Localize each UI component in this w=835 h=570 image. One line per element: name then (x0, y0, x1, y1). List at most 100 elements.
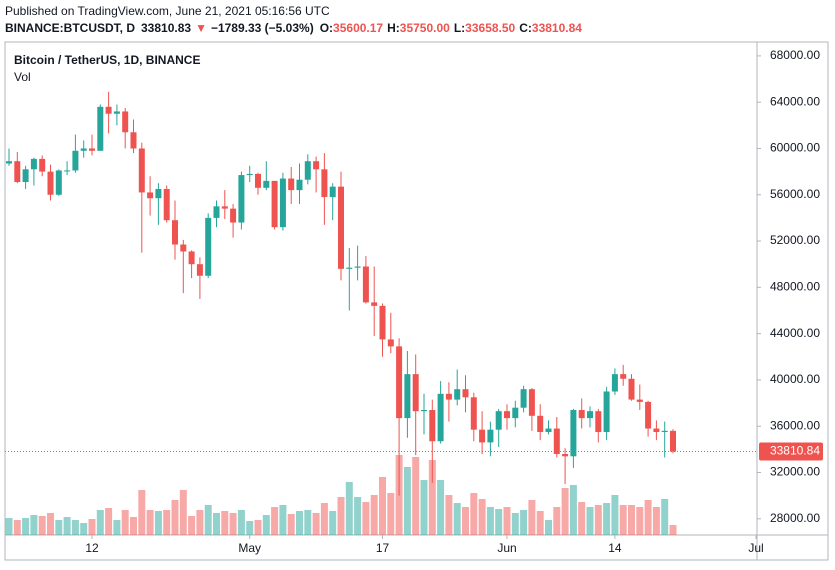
candle-body (354, 266, 361, 268)
volume-bar (312, 513, 320, 535)
candle-body (620, 374, 627, 379)
volume-bar (628, 505, 635, 535)
chart-title: Bitcoin / TetherUS, 1D, BINANCE (14, 53, 200, 67)
candle-body (205, 217, 212, 276)
volume-bar (130, 517, 137, 535)
candle-body (163, 188, 170, 221)
symbol: BINANCE:BTCUSDT, D 33810.83 ▼ −1789.33 (−5.… (5, 21, 582, 35)
volume-bar (354, 497, 362, 535)
candle-body (645, 401, 652, 429)
volume-bar (163, 510, 171, 535)
volume-bar (428, 460, 436, 535)
frame (4, 41, 829, 561)
candle-body (296, 179, 303, 191)
candle-body (520, 389, 527, 408)
candle-body (578, 410, 585, 419)
c-value: 33810.84 (532, 21, 582, 35)
volume-bar (30, 515, 38, 535)
c-label: C: (519, 21, 532, 35)
candle-body (72, 150, 79, 171)
candle-body (221, 206, 228, 209)
volume-bar (229, 513, 237, 535)
volume-bar (296, 511, 303, 535)
volume-bar (146, 510, 154, 535)
y-tick-label: 60000.00 (770, 141, 820, 155)
candle-body (147, 192, 154, 199)
volume-bar (445, 495, 453, 535)
volume-bar (337, 497, 345, 535)
candle-body (346, 267, 353, 269)
candle-body (429, 410, 436, 442)
y-tick-label: 28000.00 (770, 511, 820, 525)
volume-bar (221, 511, 229, 535)
x-tick-label: 14 (608, 541, 622, 555)
candle-body (188, 251, 195, 265)
candle-body (379, 305, 386, 340)
last-price-label: 33810.84 (770, 444, 820, 458)
candle-body (130, 132, 137, 149)
o-label: O: (320, 21, 333, 35)
volume-bar (370, 495, 378, 535)
volume-bar (412, 457, 420, 535)
h-value: 35750.00 (400, 21, 450, 35)
volume-bar (171, 500, 179, 535)
candle-body (105, 106, 112, 114)
volume-bar (611, 495, 619, 535)
volume-bar (561, 488, 569, 535)
y-tick-label: 52000.00 (770, 233, 820, 247)
volume-bar (636, 507, 644, 535)
candle-body (338, 186, 344, 269)
volume-bar (279, 505, 287, 535)
volume-bar (47, 513, 54, 535)
candle-body (553, 428, 560, 454)
candle-body (97, 106, 104, 151)
volume-bar (661, 499, 669, 535)
volume-bar (520, 510, 528, 535)
candle-body (437, 393, 444, 442)
candle-body (362, 266, 369, 303)
candle-body (80, 148, 87, 151)
candle-body (279, 178, 286, 228)
volume-bar (121, 510, 129, 535)
candle-body (196, 264, 203, 276)
candle-body (528, 389, 535, 416)
volume-bar (113, 520, 121, 535)
price: 33810.83 (141, 21, 191, 35)
volume-bar (254, 520, 262, 535)
y-tick-label: 36000.00 (770, 418, 820, 432)
volume-bar (387, 493, 395, 535)
volume-bar (478, 499, 486, 535)
volume-bar (88, 519, 96, 535)
volume-bar (138, 490, 146, 535)
candle-body (14, 161, 21, 183)
volume-bar (403, 467, 411, 535)
candle-body (603, 391, 610, 433)
volume-bar (71, 520, 79, 535)
volume-bar (287, 514, 295, 535)
volume-bar (320, 503, 328, 535)
volume-bar (511, 513, 519, 535)
candle-body (213, 206, 220, 218)
o-value: 35600.17 (333, 21, 383, 35)
y-tick-label: 56000.00 (770, 187, 820, 201)
x-tick-label: Jul (748, 541, 763, 555)
candle-body (545, 428, 552, 433)
volume-bar (578, 502, 586, 535)
candle-body (387, 339, 394, 347)
volume-label: Vol (14, 70, 31, 84)
volume-bar (237, 510, 245, 535)
volume-bar (486, 507, 494, 535)
volume-bar (22, 518, 30, 535)
candle-body (396, 346, 403, 419)
candle-body (653, 428, 660, 433)
candle-body (89, 148, 95, 151)
arrow: ▼ (195, 21, 207, 35)
x-tick-label: 17 (376, 541, 390, 555)
candle-body (611, 374, 618, 392)
volume-bar (179, 490, 187, 535)
volume-bar (462, 507, 469, 535)
candle-body (421, 410, 427, 412)
candle-body (155, 188, 162, 199)
y-tick-label: 44000.00 (770, 326, 820, 340)
